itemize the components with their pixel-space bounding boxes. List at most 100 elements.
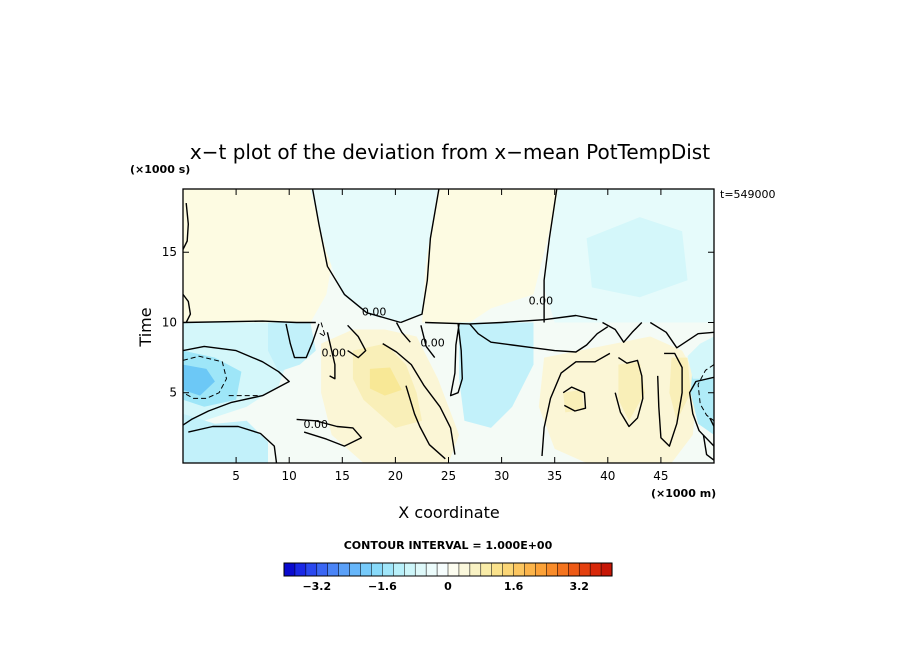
contour-line-zero	[285, 323, 320, 359]
chart-title: x−t plot of the deviation from x−mean Po…	[190, 140, 710, 164]
contour-line-zero	[296, 418, 363, 447]
colorbar-swatch	[480, 562, 493, 577]
contour-line-zero	[614, 357, 644, 428]
colorbar-swatch	[338, 562, 351, 577]
shaded-region	[459, 322, 534, 428]
colorbar-swatch	[294, 562, 307, 577]
shaded-region	[183, 413, 268, 463]
shaded-region	[183, 189, 334, 323]
contour-label: 0.00	[529, 294, 554, 307]
contour-line-negative	[317, 322, 326, 337]
contour-line-zero	[188, 425, 278, 463]
colorbar-swatch	[283, 562, 296, 577]
x-axis-unit: (×1000 m)	[651, 487, 716, 500]
contour-line-zero	[311, 189, 401, 324]
colorbar-swatch	[546, 562, 558, 577]
shaded-region	[422, 189, 560, 323]
colorbar-swatch	[600, 562, 613, 577]
contour-line-zero	[400, 189, 440, 324]
contour-line-zero	[469, 323, 609, 353]
y-tick-label: 5	[169, 386, 177, 400]
shaded-region	[563, 389, 585, 413]
colorbar: −3.2 −1.6 0 1.6 3.2	[283, 562, 613, 593]
contour-label: 0.00	[322, 346, 347, 359]
contour-label: 0.00	[304, 418, 329, 431]
colorbar-swatch	[360, 562, 373, 577]
contour-line-negative	[183, 355, 227, 399]
colorbar-swatch	[578, 562, 591, 577]
colorbar-swatch	[447, 562, 460, 577]
timestamp: t=549000	[720, 188, 776, 201]
contour-line-zero	[602, 321, 643, 343]
y-tick-label: 10	[162, 315, 177, 329]
contour-line-zero	[541, 352, 611, 457]
shaded-region	[183, 364, 215, 396]
colorbar-swatch	[513, 562, 526, 577]
x-tick-label: 20	[388, 469, 403, 483]
x-tick-label: 45	[653, 469, 668, 483]
colorbar-swatch	[568, 562, 580, 577]
shaded-region	[687, 336, 714, 379]
contour-line-zero	[425, 314, 598, 325]
shaded-region	[618, 361, 645, 421]
shaded-region	[369, 367, 402, 396]
contour-line-zero	[183, 203, 190, 250]
colorbar-swatch	[327, 562, 340, 577]
plot-area: 0.00 0.00 0.00 0.00 0.00 5 10 15 20 25 30 35 40 45 5 1…	[162, 188, 715, 483]
contour-label: 0.00	[420, 337, 445, 350]
contour-interval-label: CONTOUR INTERVAL = 1.000E+00	[344, 539, 553, 552]
colorbar-tick-label: 3.2	[569, 580, 589, 593]
colorbar-swatch	[535, 562, 547, 577]
contour-line-zero	[688, 376, 714, 447]
x-tick-label: 25	[441, 469, 456, 483]
y-axis-title: Time	[136, 307, 155, 347]
x-axis-title: X coordinate	[398, 503, 499, 522]
contour-line-zero	[183, 293, 192, 323]
contour-line-zero	[326, 332, 336, 380]
contour-line-zero	[649, 321, 714, 349]
contour-line-zero	[347, 324, 367, 359]
x-tick-label: 5	[232, 469, 240, 483]
colorbar-swatch	[524, 562, 537, 577]
shaded-region	[310, 189, 438, 323]
colorbar-swatch	[458, 562, 471, 577]
colorbar-swatch	[316, 562, 329, 577]
contour-line-zero	[702, 417, 714, 461]
contour-line-zero	[449, 323, 463, 397]
x-tick-label: 35	[547, 469, 562, 483]
colorbar-swatch	[589, 562, 602, 577]
contour-line-zero	[395, 322, 411, 343]
contour-line-zero	[382, 343, 456, 455]
colorbar-swatch	[557, 562, 569, 577]
colorbar-swatch	[349, 562, 362, 577]
contour-line-zero	[183, 320, 316, 324]
x-tick-label: 30	[494, 469, 509, 483]
colorbar-tick-label: −3.2	[302, 580, 331, 593]
contour-line-zero	[543, 189, 558, 323]
y-axis-unit: (×1000 s)	[130, 163, 190, 176]
shaded-region	[669, 357, 691, 421]
contour-label: 0.00	[362, 306, 387, 319]
colorbar-swatch	[491, 562, 504, 577]
colorbar-swatch	[502, 562, 515, 577]
x-tick-label: 10	[282, 469, 297, 483]
colorbar-swatch	[414, 562, 427, 577]
colorbar-swatch	[382, 562, 394, 577]
contour-line-zero	[562, 386, 587, 412]
colorbar-swatch	[469, 562, 482, 577]
colorbar-swatch	[305, 562, 318, 577]
colorbar-swatch	[393, 562, 405, 577]
contour-line-zero	[183, 345, 290, 426]
colorbar-swatch	[371, 562, 383, 577]
colorbar-swatch	[404, 562, 416, 577]
colorbar-tick-label: −1.6	[368, 580, 397, 593]
x-tick-label: 40	[600, 469, 615, 483]
colorbar-tick-label: 0	[444, 580, 452, 593]
contour-line-negative	[697, 364, 714, 422]
colorbar-tick-label: 1.6	[504, 580, 524, 593]
colorbar-swatch	[425, 562, 438, 577]
colorbar-frame	[283, 562, 613, 577]
contour-line-zero	[657, 352, 683, 447]
contour-line-zero	[405, 385, 446, 460]
colorbar-swatch	[436, 562, 449, 577]
